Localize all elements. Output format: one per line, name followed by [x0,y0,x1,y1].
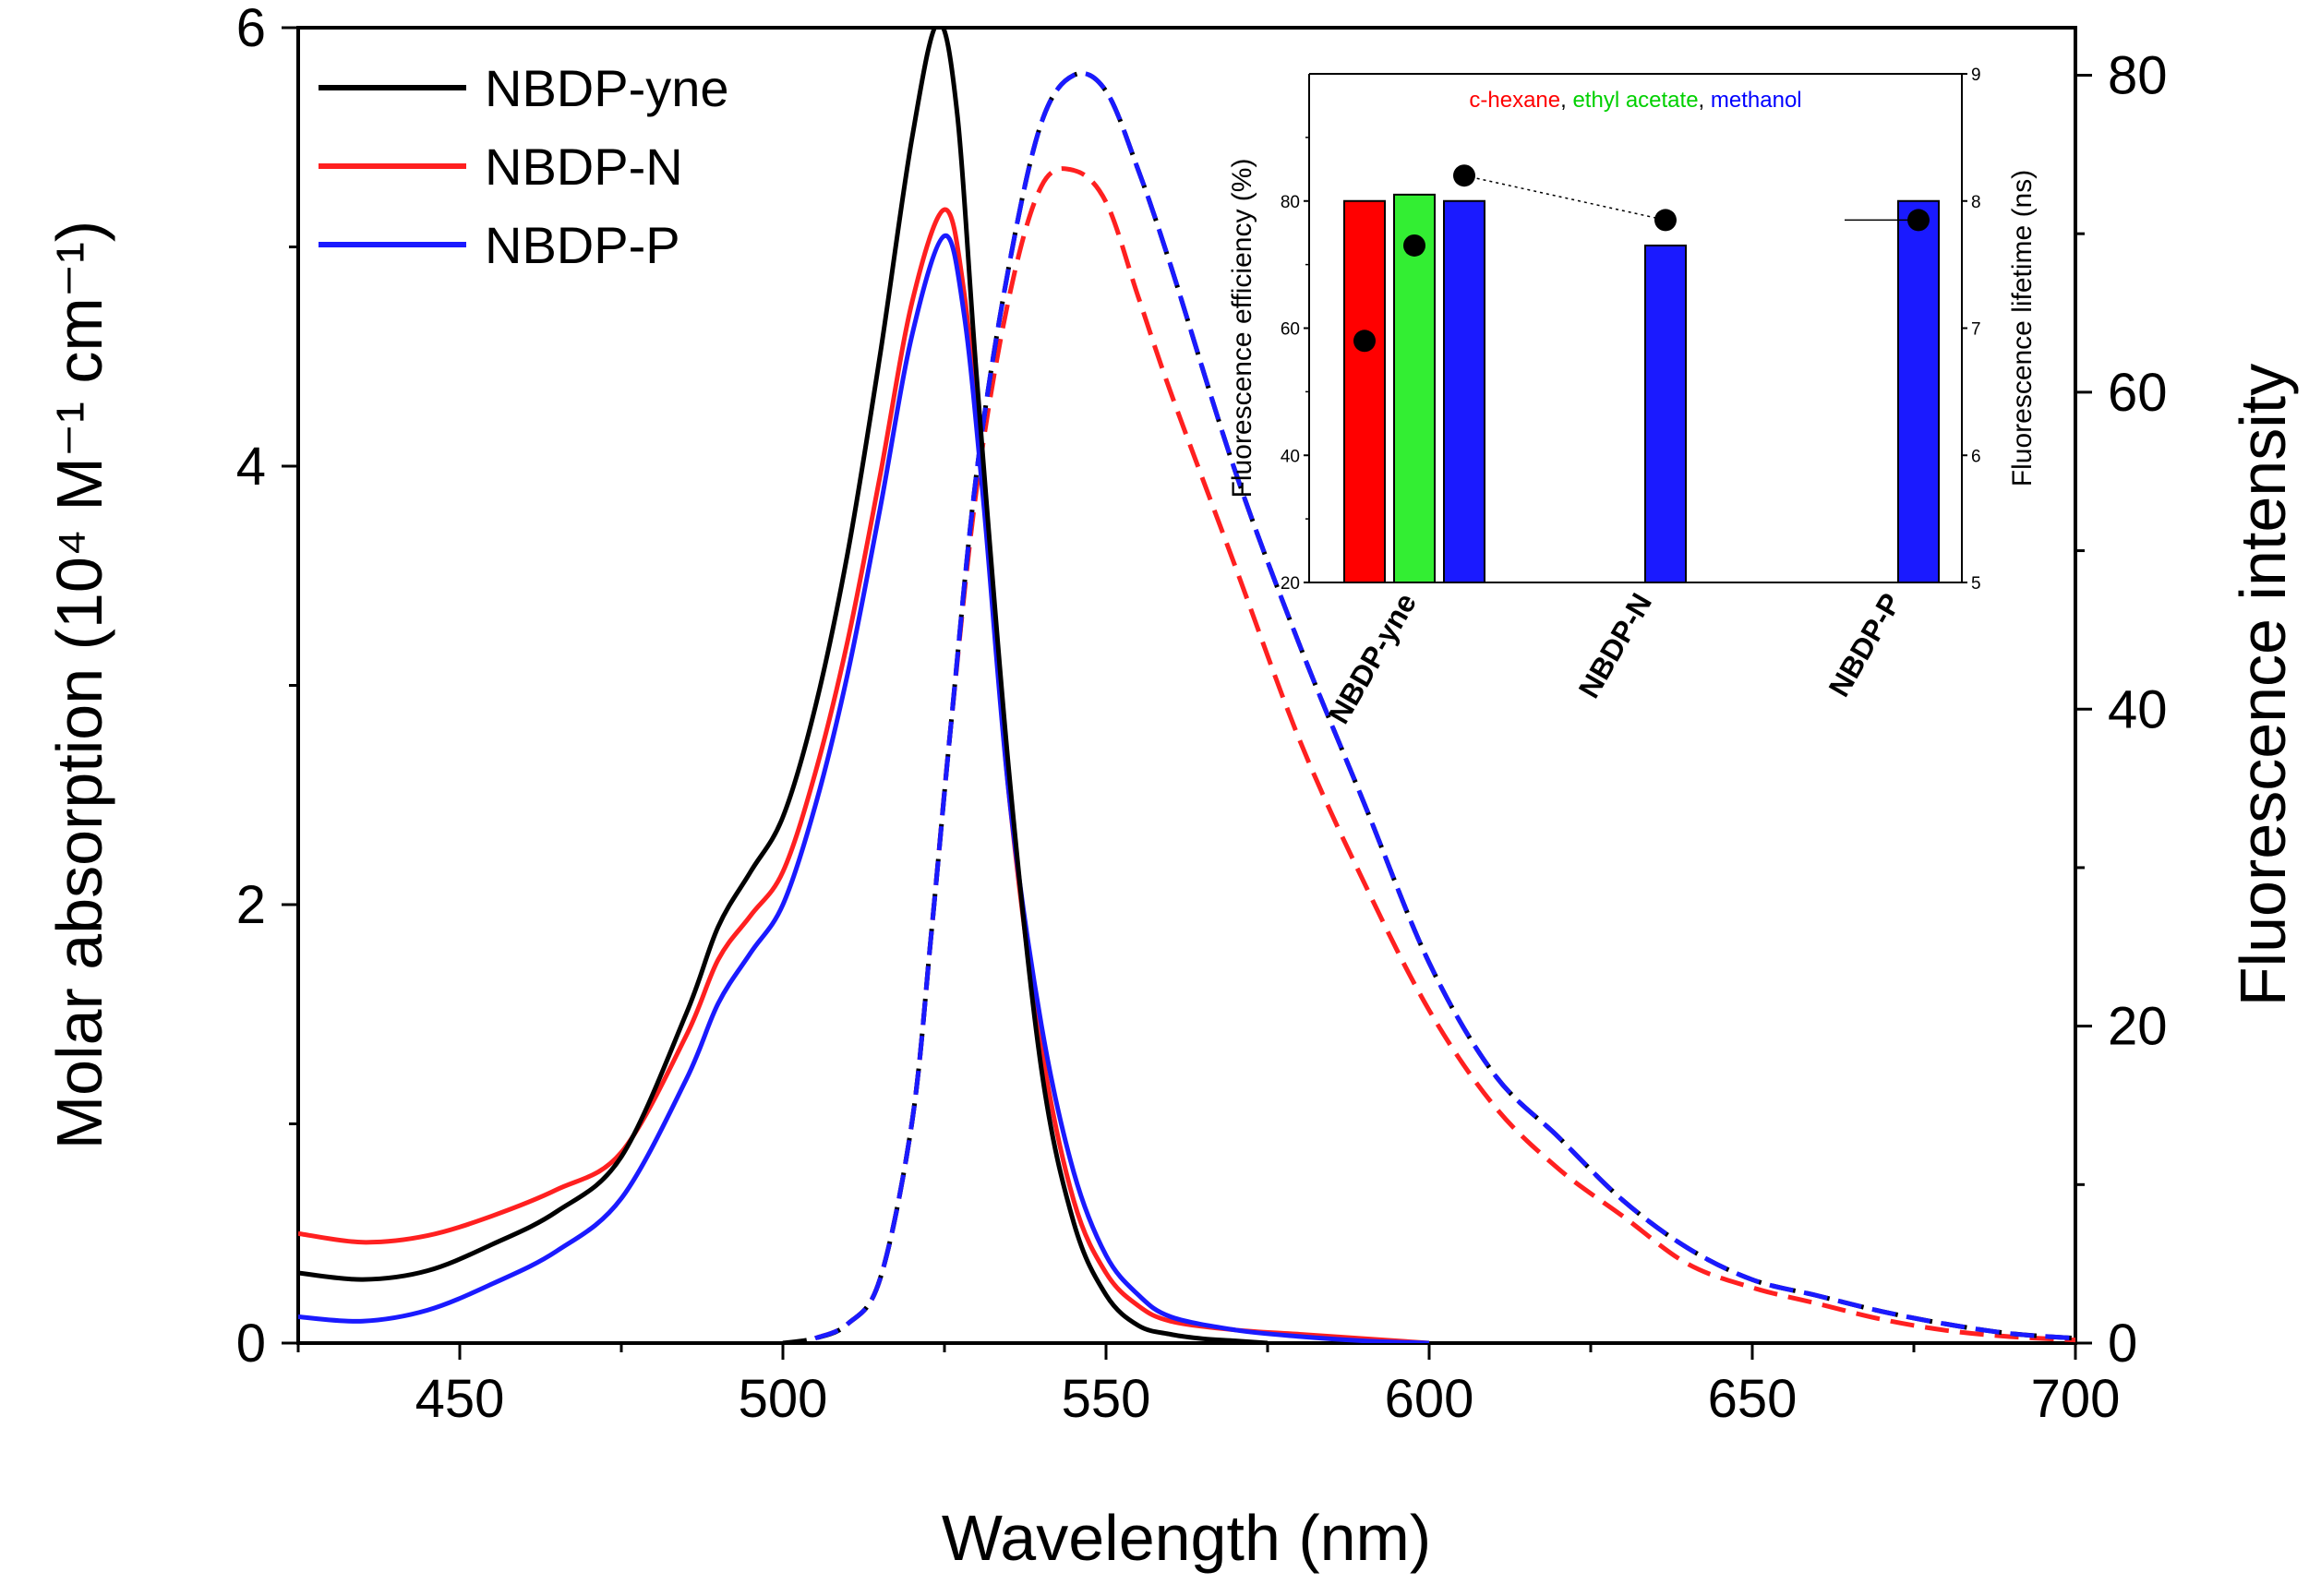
legend-label: NBDP-P [485,216,680,274]
inset-legend-item: ethyl acetate [1572,88,1698,113]
inset-bar-nbdp-yne-methanol [1443,199,1485,583]
inset-chart: 20 40 60 80 5 6 7 8 9 Fluorescence efficiency (%)… [1227,66,2038,729]
y-right-tick-label: 80 [2108,46,2168,106]
y-axis-left-title: Molar absorption (10⁴ M⁻¹ cm⁻¹) [43,221,115,1149]
legend-label: NBDP-yne [485,59,729,117]
inset-legend-item: c-hexane [1469,88,1560,113]
inset-lifetime-link [1463,174,1666,222]
x-tick-label: 650 [1708,1369,1798,1429]
x-tick-label: 550 [1062,1369,1151,1429]
inset-bar-nbdp-p-methanol [1897,199,1940,583]
x-tick-label: 500 [739,1369,828,1429]
y-axis-right-title: Fluorescence intensity [2227,364,2299,1006]
inset-lifetime-point [1907,209,1930,232]
inset-y-left-tick-label: 20 [1281,574,1300,594]
x-tick-label: 600 [1385,1369,1474,1429]
inset-y-right-tick-label: 9 [1971,66,1981,85]
y-right-tick-label: 0 [2108,1314,2137,1374]
y-right-tick-label: 60 [2108,363,2168,423]
inset-legend-separator: , [1560,88,1572,113]
series-nbdp-p-absorption [298,234,1430,1343]
x-tick-label: 700 [2031,1369,2121,1429]
y-left-tick-label: 2 [236,875,266,935]
inset-category-label: NBDP-yne [1322,588,1423,730]
y-left-tick-label: 0 [236,1314,266,1374]
inset-y-left-tick-label: 40 [1281,447,1300,466]
inset-bar-nbdp-n-methanol [1644,244,1687,583]
inset-lifetime-point [1654,209,1677,232]
inset-legend: c-hexane, ethyl acetate, methanol [1469,88,1801,113]
x-axis-title: Wavelength (nm) [942,1502,1431,1574]
series-nbdp-n-absorption [298,207,1430,1343]
inset-y-left-tick-label: 60 [1281,320,1300,340]
inset-legend-item: methanol [1711,88,1802,113]
inset-category-label: NBDP-N [1572,588,1658,704]
inset-y-left-title: Fluorescence efficiency (%) [1227,159,1257,498]
legend-label: NBDP-N [485,138,683,196]
inset-bar-nbdp-yne-ethyl-acetate [1393,193,1436,584]
series-nbdp-yne-absorption [298,28,1269,1343]
inset-lifetime-point [1453,164,1475,187]
main-series-group [298,28,2075,1343]
y-left-tick-label: 4 [236,437,266,497]
y-left-tick-label: 6 [236,0,266,58]
inset-y-right-tick-label: 7 [1971,320,1981,340]
inset-category-label: NBDP-P [1822,588,1908,702]
series-nbdp-p-emission [814,70,2075,1341]
inset-lifetime-point [1353,330,1376,353]
inset-y-left-tick-label: 80 [1281,193,1300,212]
inset-y-right-tick-label: 5 [1971,574,1981,594]
x-tick-label: 450 [415,1369,505,1429]
inset-bar-nbdp-yne-c-hexane [1343,199,1386,583]
y-right-tick-label: 20 [2108,997,2168,1057]
legend: NBDP-yne NBDP-N NBDP-P [319,59,729,274]
inset-lifetime-point [1403,234,1425,257]
inset-legend-separator: , [1699,88,1711,113]
y-right-tick-label: 40 [2108,679,2168,739]
inset-y-right-tick-label: 6 [1971,447,1981,466]
inset-y-right-tick-label: 8 [1971,193,1981,212]
series-nbdp-n-emission [814,166,2075,1343]
inset-y-right-title: Fluorescence lifetime (ns) [2007,170,2038,486]
